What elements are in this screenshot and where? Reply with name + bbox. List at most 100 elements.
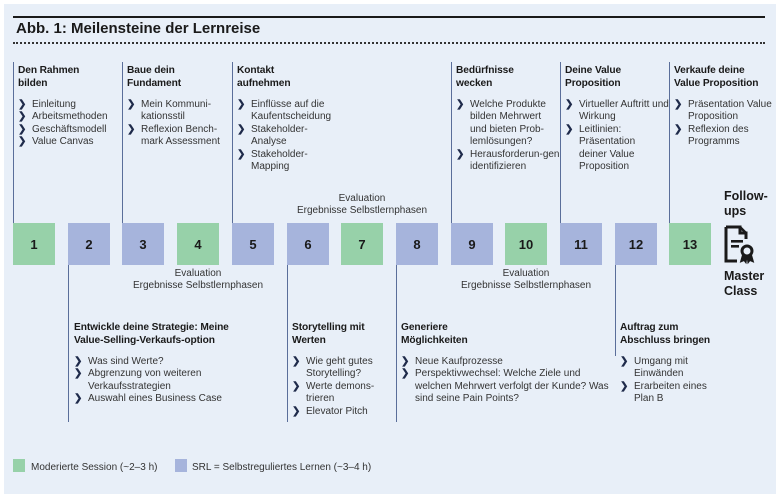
- chevron-right-icon: ❯: [456, 148, 465, 160]
- chevron-right-icon: ❯: [18, 136, 27, 148]
- chevron-right-icon: ❯: [620, 380, 629, 392]
- list-item: ❯ Geschäftsmodell: [18, 123, 107, 135]
- chevron-right-icon: ❯: [18, 111, 27, 123]
- connector-line-5: [232, 62, 233, 223]
- title-dotted-rule: [13, 42, 765, 44]
- list-item: ❯ Auswahl eines Business Case: [74, 393, 222, 405]
- list-item: ❯ Neue Kaufprozesse: [401, 356, 503, 367]
- list-item: ❯ Elevator Pitch: [292, 405, 368, 417]
- evaluation-label-10: Evaluation Ergebnisse Selbstlernphasen: [460, 268, 592, 291]
- figure-title: Abb. 1: Meilensteine der Lernreise: [16, 20, 261, 37]
- connector-line-8: [396, 223, 397, 422]
- list-item: ❯ Abgrenzung von weiteren Verkaufsstrateg…: [74, 368, 202, 392]
- list-item: ❯ Value Canvas: [18, 136, 94, 148]
- chevron-right-icon: ❯: [456, 99, 465, 110]
- list-item: ❯ Perspektivwechsel: Welche Ziele und wel…: [401, 368, 609, 405]
- chevron-right-icon: ❯: [292, 380, 301, 392]
- evaluation-label-7: Evaluation Ergebnisse Selbstlernphasen: [296, 193, 428, 216]
- chevron-right-icon: ❯: [237, 148, 246, 160]
- column-heading: Deine Value Proposition: [565, 65, 622, 89]
- legend-swatch-srl: [175, 459, 187, 472]
- chevron-right-icon: ❯: [674, 99, 683, 110]
- column-heading: Baue dein Fundament: [127, 65, 181, 89]
- list-item: ❯ Einflüsse auf die Kaufentscheidung: [237, 99, 332, 123]
- milestone-column-8: Generiere Möglichkeiten ❯ Neue Kaufprozes…: [401, 321, 609, 406]
- chevron-right-icon: ❯: [74, 356, 83, 367]
- list-item: ❯ Was sind Werte?: [74, 356, 164, 367]
- column-heading: Entwickle deine Strategie: Meine Value-S…: [74, 322, 229, 346]
- list-item: ❯ Wie geht gutes Storytelling?: [292, 356, 373, 380]
- column-heading: Den Rahmen bilden: [18, 65, 80, 89]
- list-item: ❯ Einleitung: [18, 99, 76, 110]
- chevron-right-icon: ❯: [18, 99, 27, 110]
- legend-label-srl: SRL = Selbstreguliertes Lernen (~3–4 h): [192, 462, 372, 473]
- chevron-right-icon: ❯: [565, 99, 574, 110]
- milestone-box-3: 3: [122, 223, 164, 265]
- evaluation-label-4: Evaluation Ergebnisse Selbstlernphasen: [132, 268, 264, 291]
- connector-line-9: [451, 62, 452, 223]
- connector-line-6: [287, 223, 288, 422]
- milestone-box-8: 8: [396, 223, 438, 265]
- milestone-column-5: Kontakt aufnehmen ❯ Einflüsse auf die Kau…: [237, 64, 337, 173]
- column-heading: Auftrag zum Abschluss bringen: [620, 322, 711, 346]
- milestone-column-11: Deine Value Proposition ❯ Virtueller Auft…: [565, 64, 669, 173]
- milestone-box-13: 13: [669, 223, 711, 265]
- chevron-right-icon: ❯: [674, 123, 683, 135]
- column-heading: Storytelling mit Werten: [292, 322, 365, 346]
- milestone-box-7: 7: [341, 223, 383, 265]
- milestone-box-11: 11: [560, 223, 602, 265]
- connector-line-3: [122, 62, 123, 223]
- chevron-right-icon: ❯: [74, 393, 83, 405]
- legend-swatch-moderated: [13, 459, 25, 472]
- list-item: ❯ Welche Produkte bilden Mehrwert und bie…: [456, 99, 546, 148]
- chevron-right-icon: ❯: [237, 123, 246, 135]
- list-item: ❯ Werte demons-trieren: [292, 380, 375, 405]
- chevron-right-icon: ❯: [565, 123, 574, 135]
- chevron-right-icon: ❯: [292, 405, 301, 417]
- milestone-box-2: 2: [68, 223, 110, 265]
- list-item: ❯ Mein Kommuni-kationsstil: [127, 99, 212, 123]
- milestone-column-12: Auftrag zum Abschluss bringen ❯ Umgang mi…: [620, 321, 720, 406]
- list-item: ❯ Reflexion Bench-mark Assessment: [127, 123, 220, 148]
- milestone-column-13: Verkaufe deine Value Proposition ❯ Präsen…: [674, 64, 774, 149]
- milestone-column-1: Den Rahmen bilden ❯ Einleitung ❯ Arbeitsme…: [18, 64, 118, 149]
- list-item: ❯ Reflexion des Programms: [674, 123, 749, 148]
- column-heading: Bedürfnisse wecken: [456, 65, 514, 89]
- chevron-right-icon: ❯: [74, 368, 83, 380]
- list-item: ❯ Präsentation Value Proposition: [674, 99, 772, 123]
- chevron-right-icon: ❯: [620, 356, 629, 367]
- list-item: ❯ Stakeholder-Mapping: [237, 148, 308, 173]
- legend-label-moderated: Moderierte Session (~2–3 h): [31, 462, 158, 473]
- master-class-label: Master Class: [724, 269, 765, 298]
- chevron-right-icon: ❯: [237, 99, 246, 110]
- list-item: ❯ Umgang mit Einwänden: [620, 356, 688, 380]
- list-item: ❯ Leitlinien: Präsentation deiner Value P…: [565, 123, 636, 173]
- milestone-box-1: 1: [13, 223, 55, 265]
- connector-line-11: [560, 62, 561, 223]
- list-item: ❯ Erarbeiten eines Plan B: [620, 380, 707, 405]
- column-heading: Kontakt aufnehmen: [237, 65, 291, 89]
- milestone-box-12: 12: [615, 223, 657, 265]
- list-item: ❯ Virtueller Auftritt und Wirkung: [565, 99, 669, 123]
- list-item: ❯ Herausforderun-gen identifizieren: [456, 148, 560, 173]
- chevron-right-icon: ❯: [401, 368, 410, 380]
- milestone-box-10: 10: [505, 223, 547, 265]
- milestone-column-6: Storytelling mit Werten ❯ Wie geht gutes …: [292, 321, 392, 418]
- certificate-document-icon: [723, 224, 757, 266]
- connector-line-1: [13, 62, 14, 223]
- milestone-column-2: Entwickle deine Strategie: Meine Value-S…: [74, 321, 274, 406]
- chevron-right-icon: ❯: [18, 123, 27, 135]
- chevron-right-icon: ❯: [401, 356, 410, 367]
- connector-line-2: [68, 223, 69, 422]
- chevron-right-icon: ❯: [127, 123, 136, 135]
- chevron-right-icon: ❯: [127, 99, 136, 110]
- chevron-right-icon: ❯: [292, 356, 301, 367]
- list-item: ❯ Arbeitsmethoden: [18, 111, 108, 123]
- milestone-column-9: Bedürfnisse wecken ❯ Welche Produkte bild…: [456, 64, 560, 173]
- column-heading: Verkaufe deine Value Proposition: [674, 65, 759, 89]
- title-rule: [13, 16, 765, 18]
- connector-line-12: [615, 223, 616, 356]
- milestone-box-6: 6: [287, 223, 329, 265]
- followups-label: Follow-ups: [724, 189, 768, 218]
- list-item: ❯ Stakeholder-Analyse: [237, 123, 308, 148]
